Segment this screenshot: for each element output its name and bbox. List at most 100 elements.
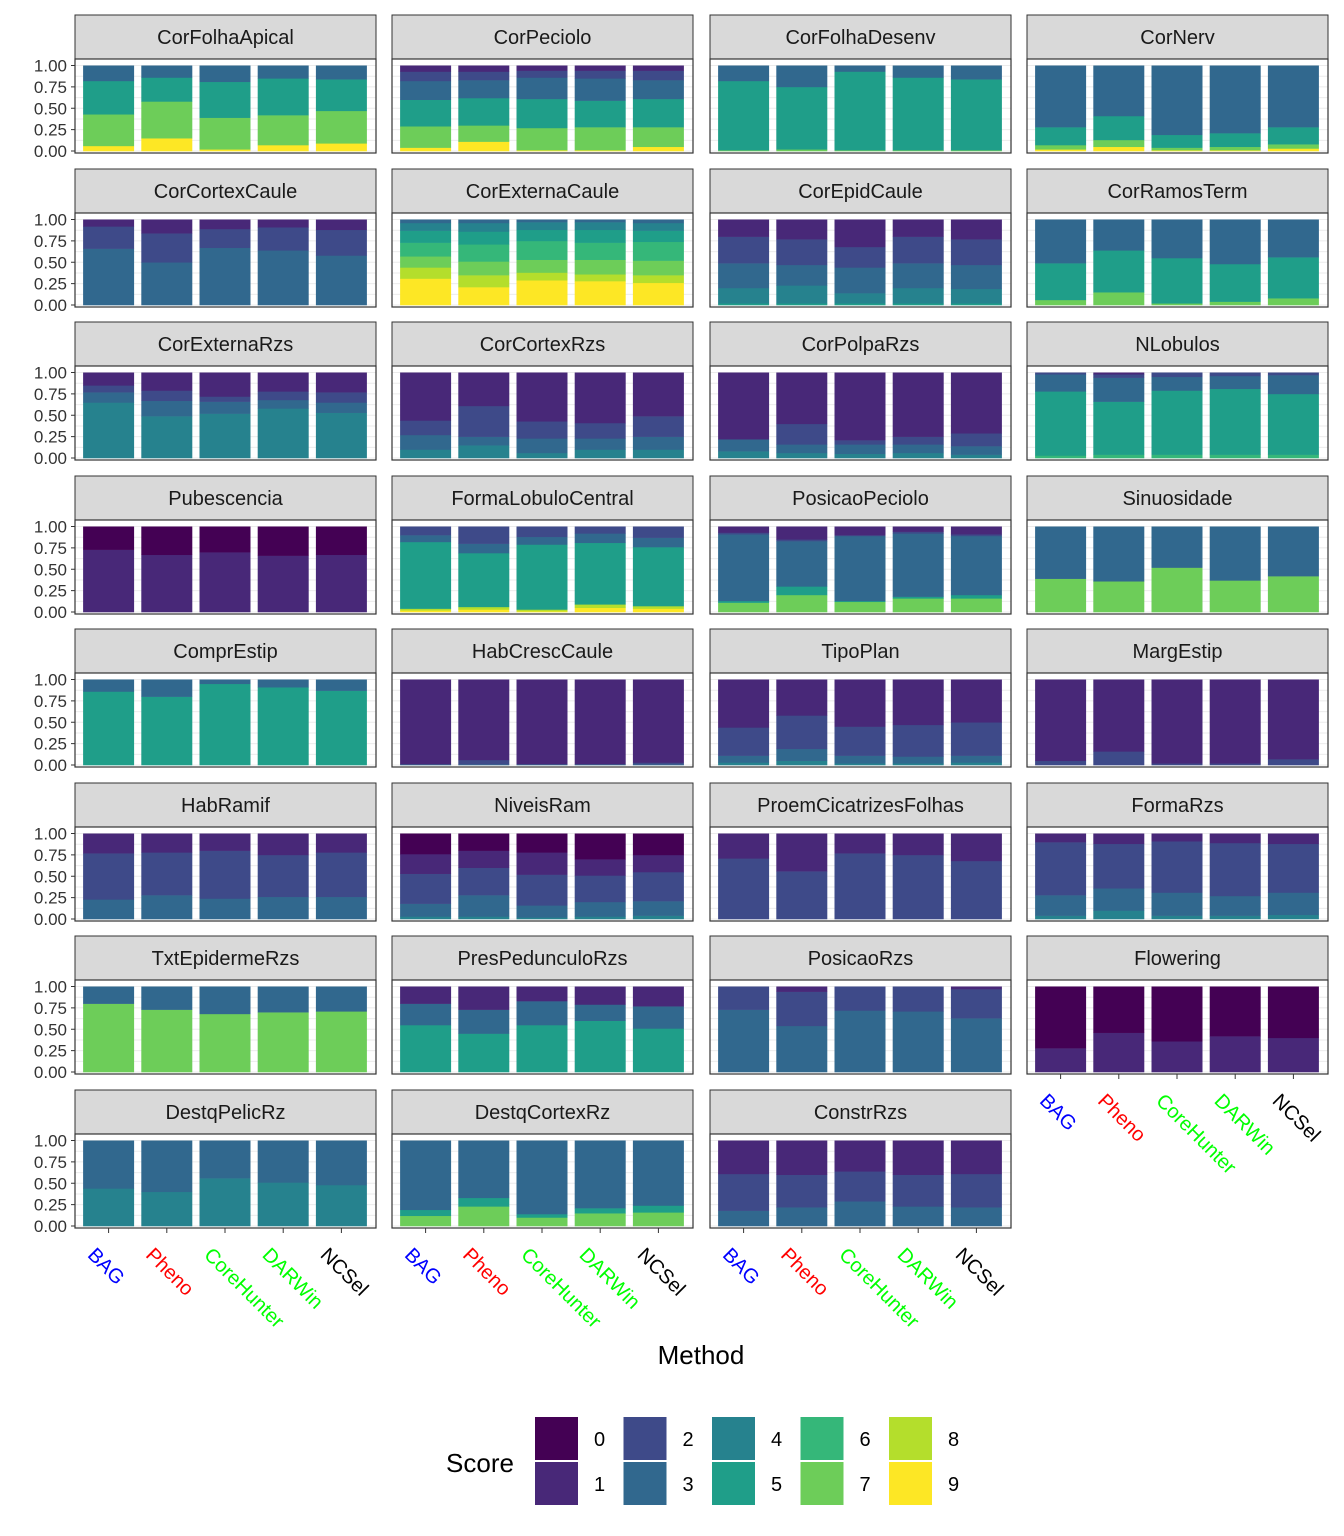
bar-segment-darwin-score-9 <box>574 150 626 152</box>
bar-segment-core-hunter-score-4 <box>834 763 886 766</box>
bar-segment-bag-score-5 <box>1035 127 1087 146</box>
bar-segment-bag-score-1 <box>83 549 135 613</box>
bar-segment-pheno-score-3 <box>458 436 510 446</box>
bar-segment-pheno-score-1 <box>776 679 828 716</box>
panel-strip <box>74 475 377 521</box>
bar-segment-darwin-score-3 <box>1209 526 1261 581</box>
bar-segment-bag-score-4 <box>83 402 135 459</box>
bar-segment-bag-score-2 <box>718 1173 770 1211</box>
bar-segment-bag-score-2 <box>83 853 135 900</box>
bar-segment-pheno-score-5 <box>1093 250 1145 293</box>
bar-segment-darwin-score-1 <box>257 219 309 228</box>
bar-segment-darwin-score-9 <box>257 145 309 152</box>
bar-segment-bag-score-4 <box>83 1188 135 1227</box>
bar-segment-bag-score-0 <box>1035 986 1087 1049</box>
panel-flowering: Flowering <box>1026 935 1329 1075</box>
panel-border <box>391 212 694 308</box>
bar-segment-bag-score-3 <box>1035 526 1087 579</box>
bar-segment-pheno-score-1 <box>141 372 193 391</box>
y-tick-label: 1.00 <box>34 211 67 230</box>
legend-label-score-3: 3 <box>683 1474 694 1496</box>
bar-segment-ncsel-score-4 <box>315 1184 367 1227</box>
bar-segment-bag-score-8 <box>400 608 452 611</box>
y-tick-label: 0.75 <box>34 846 67 865</box>
bar-segment-darwin-score-5 <box>1209 388 1261 455</box>
bar-segment-darwin-score-2 <box>1209 842 1261 897</box>
bar-segment-core-hunter-score-7 <box>199 1013 251 1073</box>
bar-segment-core-hunter-score-1 <box>516 679 568 765</box>
bar-segment-ncsel-score-3 <box>632 1140 684 1206</box>
bar-segment-ncsel-score-2 <box>950 722 1002 756</box>
panel-border <box>709 826 1012 922</box>
bar-segment-darwin-score-3 <box>1209 65 1261 134</box>
bar-segment-core-hunter-score-2 <box>516 874 568 906</box>
panel-cor-epid-caule: CorEpidCaule <box>709 168 1012 308</box>
bar-segment-core-hunter-score-3 <box>834 444 886 455</box>
bar-segment-darwin-score-2 <box>574 422 626 439</box>
bar-segment-bag-score-7 <box>1035 299 1087 306</box>
bar-segment-pheno-score-4 <box>776 285 828 304</box>
bar-segment-core-hunter-score-3 <box>516 438 568 454</box>
bar-segment-pheno-score-7 <box>458 1206 510 1227</box>
bar-segment-bag-score-4 <box>718 762 770 766</box>
bar-segment-pheno-score-2 <box>141 233 193 263</box>
y-tick-label: 0.00 <box>34 910 67 929</box>
panel-strip <box>391 168 694 214</box>
panel-title: Flowering <box>1134 948 1221 970</box>
bar-segment-ncsel-score-6 <box>632 241 684 261</box>
panel-strip <box>709 321 1012 367</box>
panel-strip <box>709 168 1012 214</box>
bar-segment-pheno-score-2 <box>458 759 510 765</box>
panel-title: CorFolhaApical <box>157 27 294 49</box>
legend-swatch-score-6 <box>800 1417 844 1460</box>
bar-segment-pheno-score-7 <box>1093 581 1145 613</box>
panel-title: DestqCortexRz <box>475 1102 611 1124</box>
bar-segment-darwin-score-3 <box>892 1011 944 1073</box>
bar-segment-bag-score-2 <box>718 532 770 535</box>
bar-segment-darwin-score-5 <box>257 78 309 116</box>
bar-segment-pheno-score-3 <box>458 1009 510 1034</box>
bar-segment-core-hunter-score-1 <box>1151 1041 1203 1073</box>
bar-segment-bag-score-3 <box>400 80 452 100</box>
y-tick-label: 0.75 <box>34 78 67 97</box>
bar-segment-pheno-score-1 <box>1093 679 1145 752</box>
panel-border <box>391 365 694 461</box>
bar-segment-core-hunter-score-2 <box>516 70 568 78</box>
bar-segment-core-hunter-score-7 <box>834 601 886 613</box>
bar-segment-core-hunter-score-1 <box>1151 833 1203 842</box>
bar-segment-core-hunter-score-1 <box>834 526 886 536</box>
bar-segment-bag-score-5 <box>400 99 452 127</box>
x-axis-title: Method <box>658 1340 745 1370</box>
panel-title: Sinuosidade <box>1122 488 1232 510</box>
y-tick-label: 0.50 <box>34 713 67 732</box>
bar-segment-bag-score-3 <box>1035 65 1087 128</box>
bar-segment-bag-score-5 <box>83 691 135 766</box>
bar-segment-bag-score-1 <box>1035 1048 1087 1073</box>
bar-segment-bag-score-7 <box>718 602 770 613</box>
bar-segment-pheno-score-2 <box>1093 843 1145 889</box>
bar-segment-darwin-score-1 <box>892 372 944 437</box>
panel-proem-cicatrizes-folhas: ProemCicatrizesFolhas <box>709 782 1012 922</box>
bar-segment-pheno-score-4 <box>1093 910 1145 920</box>
bar-segment-ncsel-score-3 <box>315 896 367 920</box>
legend-swatch-score-7 <box>800 1462 844 1505</box>
bar-segment-ncsel-score-3 <box>1267 526 1319 577</box>
bar-segment-core-hunter-score-3 <box>199 247 251 306</box>
bar-segment-pheno-score-3 <box>458 80 510 99</box>
bar-segment-bag-score-3 <box>400 219 452 224</box>
bar-segment-ncsel-score-1 <box>950 1140 1002 1175</box>
bar-segment-pheno-score-2 <box>776 715 828 750</box>
bar-segment-pheno-score-2 <box>458 526 510 544</box>
bar-segment-ncsel-score-2 <box>950 860 1002 920</box>
bar-segment-ncsel-score-1 <box>315 833 367 853</box>
bar-segment-bag-score-3 <box>718 439 770 452</box>
bar-segment-core-hunter-score-0 <box>199 526 251 553</box>
panel-border <box>391 826 694 922</box>
bar-segment-ncsel-score-3 <box>315 1140 367 1186</box>
bar-segment-core-hunter-score-0 <box>516 833 568 853</box>
bar-segment-ncsel-score-8 <box>632 606 684 609</box>
bar-segment-bag-score-5 <box>400 1024 452 1073</box>
panel-cor-externa-caule: CorExternaCaule <box>391 168 694 308</box>
bar-segment-pheno-score-2 <box>776 871 828 920</box>
bar-segment-darwin-score-2 <box>1209 372 1261 377</box>
